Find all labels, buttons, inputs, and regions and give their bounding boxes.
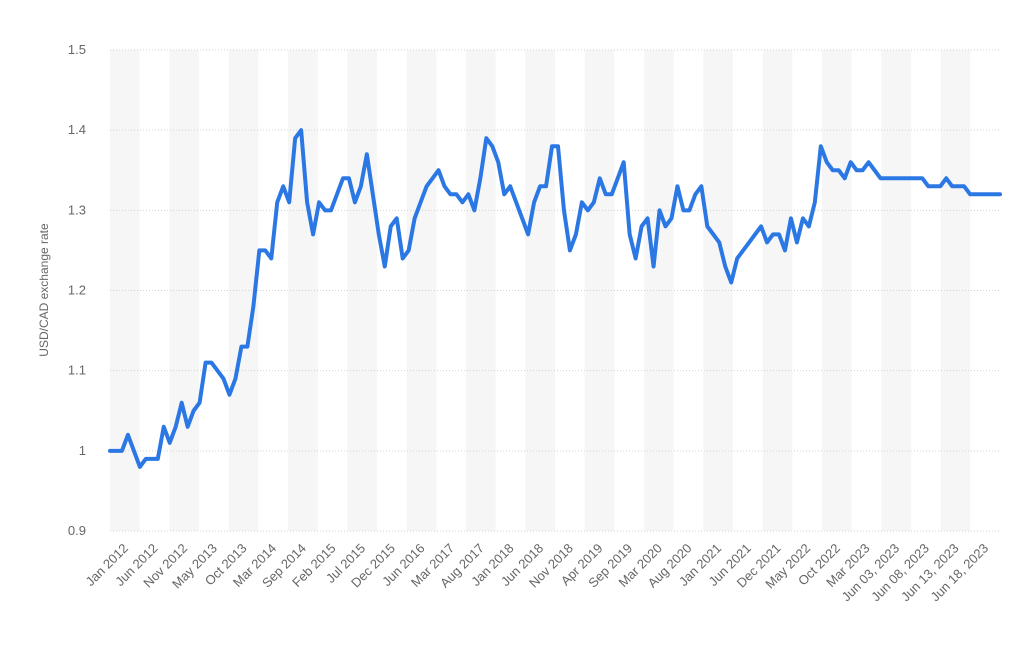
y-tick-label: 1 — [79, 443, 86, 458]
y-axis-ticks: 0.9 1 1.1 1.2 1.3 1.4 1.5 — [68, 42, 86, 538]
y-tick-label: 1.2 — [68, 283, 86, 298]
y-tick-label: 1.4 — [68, 122, 86, 137]
series-group — [108, 128, 1002, 469]
series-line — [108, 128, 1002, 469]
y-tick-label: 0.9 — [68, 523, 86, 538]
y-axis-title: USD/CAD exchange rate — [37, 223, 51, 357]
background-band — [644, 50, 674, 531]
y-tick-label: 1.5 — [68, 42, 86, 57]
y-tick-label: 1.3 — [68, 202, 86, 217]
gridlines — [110, 49, 1000, 532]
y-tick-label: 1.1 — [68, 363, 86, 378]
background-band — [525, 50, 555, 531]
